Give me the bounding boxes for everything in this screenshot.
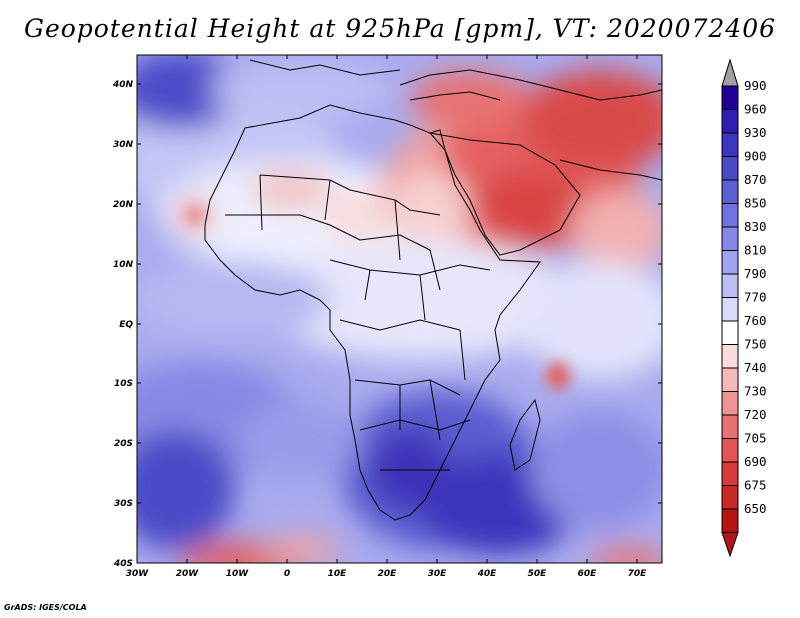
colorbar-segment	[721, 367, 739, 392]
colorbar-segment	[721, 203, 739, 228]
lon-label: 40E	[477, 569, 498, 579]
colorbar-segment	[721, 438, 739, 463]
lon-label: 20E	[378, 569, 398, 579]
colorbar: 990 960 930 900 870 850 830 810 790 770 …	[721, 58, 767, 558]
colorbar-segment	[721, 109, 739, 134]
colorbar-label: 850	[744, 196, 767, 211]
colorbar-label: 740	[744, 360, 767, 375]
colorbar-segment	[721, 508, 739, 533]
colorbar-segment	[721, 273, 739, 298]
lon-label: 10E	[328, 569, 348, 579]
colorbar-segment	[721, 156, 739, 181]
lat-label: 10S	[114, 379, 133, 389]
credit-text: GrADS: IGES/COLA	[4, 603, 87, 612]
colorbar-segment	[721, 391, 739, 416]
colorbar-label: 720	[744, 407, 767, 422]
colorbar-label: 900	[744, 149, 767, 164]
colorbar-top-arrow	[721, 58, 739, 87]
lon-label: 70E	[628, 569, 648, 579]
coastlines	[204, 59, 662, 521]
colorbar-label: 690	[744, 454, 767, 469]
lat-label: 30N	[113, 140, 134, 150]
colorbar-segment	[721, 250, 739, 275]
colorbar-segment	[721, 320, 739, 345]
colorbar-segment	[721, 179, 739, 204]
lat-label: 20N	[113, 200, 134, 210]
lat-label: EQ	[119, 320, 133, 330]
lon-label: 10W	[226, 569, 250, 579]
colorbar-label: 790	[744, 266, 767, 281]
colorbar-label: 770	[744, 290, 767, 305]
lat-label: 40S	[113, 559, 133, 569]
lon-label: 60E	[578, 569, 598, 579]
colorbar-label: 750	[744, 337, 767, 352]
colorbar-label: 810	[744, 243, 767, 258]
colorbar-label: 760	[744, 313, 767, 328]
colorbar-segment	[721, 414, 739, 439]
colorbar-segment	[721, 132, 739, 157]
colorbar-segment	[721, 226, 739, 251]
colorbar-label: 675	[744, 478, 767, 493]
colorbar-label: 730	[744, 384, 767, 399]
colorbar-label: 705	[744, 431, 767, 446]
colorbar-segment	[721, 344, 739, 369]
colorbar-label: 930	[744, 125, 767, 140]
colorbar-bottom-arrow	[721, 532, 739, 558]
chart-title: Geopotential Height at 925hPa [gpm], VT:…	[23, 14, 777, 43]
lat-label: 40N	[112, 80, 134, 90]
colorbar-segment	[721, 485, 739, 510]
lon-label: 50E	[528, 569, 548, 579]
colorbar-label: 990	[744, 78, 767, 93]
lat-label: 20S	[114, 439, 133, 449]
lon-label: 30E	[428, 569, 448, 579]
colorbar-segment	[721, 461, 739, 486]
colorbar-label: 830	[744, 219, 767, 234]
lon-label: 20W	[176, 569, 200, 579]
lon-label: 30W	[126, 569, 150, 579]
plot-frame	[136, 54, 663, 564]
colorbar-label: 960	[744, 102, 767, 117]
lat-label: 10N	[113, 260, 134, 270]
lat-label: 30S	[114, 499, 133, 509]
colorbar-segment	[721, 297, 739, 322]
colorbar-segment	[721, 85, 739, 110]
colorbar-label: 650	[744, 501, 767, 516]
colorbar-label: 870	[744, 172, 767, 187]
lon-label: 0	[284, 569, 290, 579]
height-field	[137, 55, 662, 563]
